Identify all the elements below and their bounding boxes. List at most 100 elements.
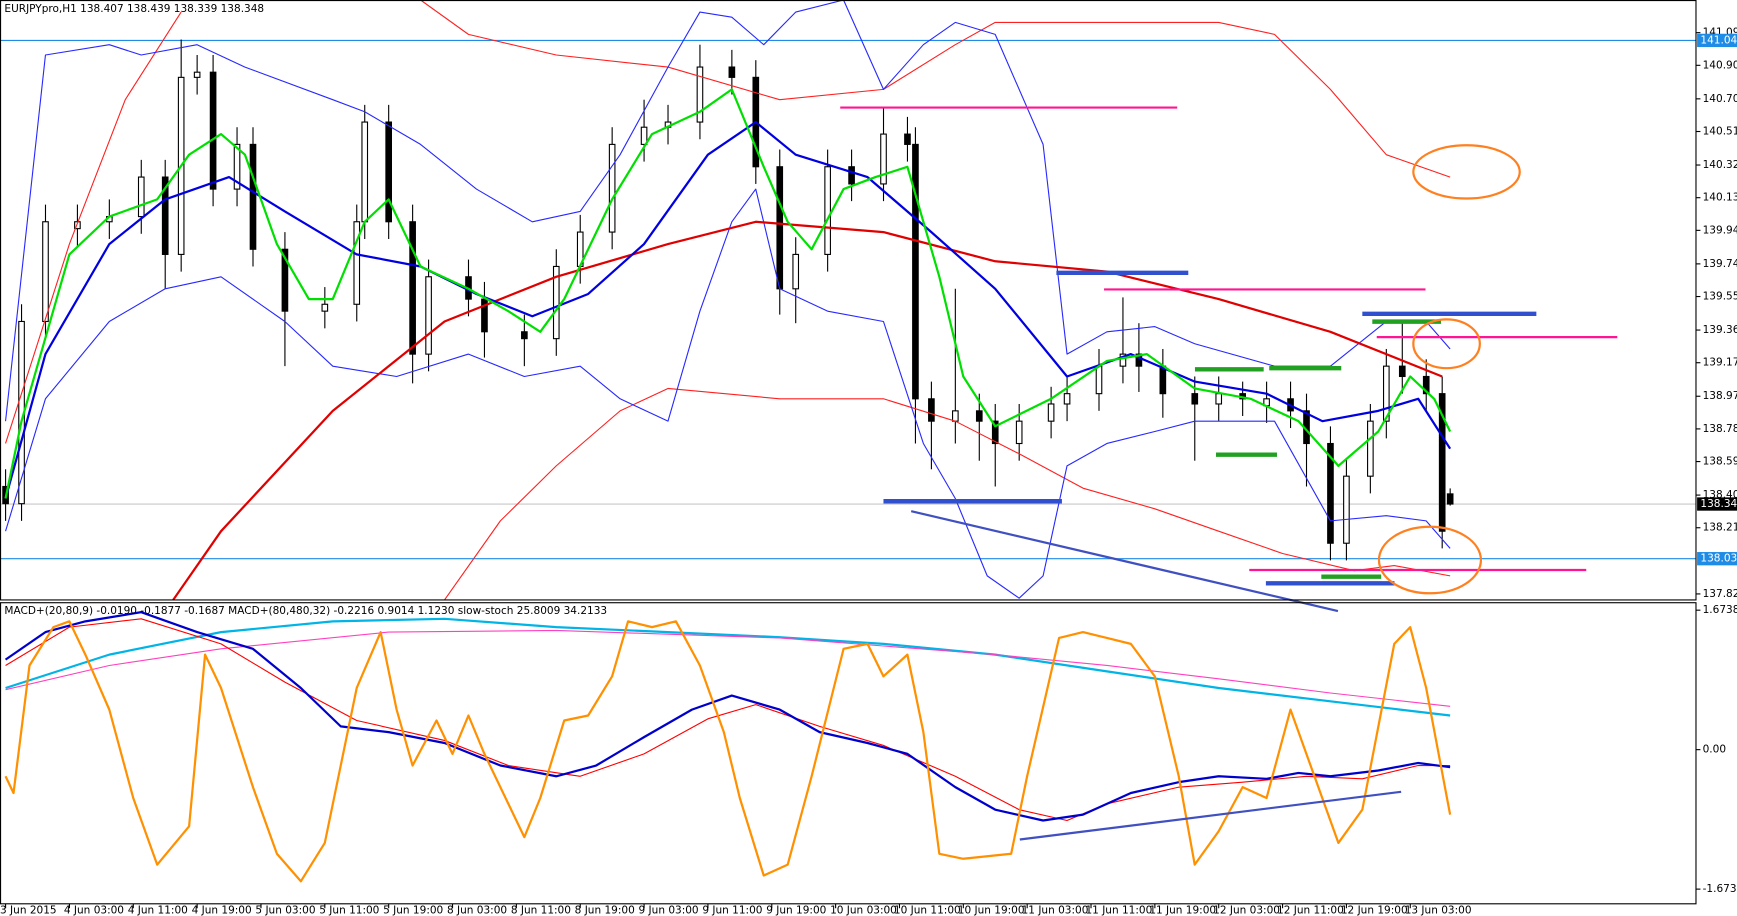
panel-title: MACD+(20,80,9) -0.0190 -0.1877 -0.1687 M… (4, 605, 607, 617)
x-tick-label: 4 Jun 19:00 (192, 904, 252, 916)
indicator-line (4, 611, 1451, 822)
price-label-box (1697, 552, 1737, 566)
candle-body (640, 126, 648, 145)
y-tick-label: 0.00 (1703, 744, 1726, 756)
indicator-line (4, 120, 1452, 499)
x-tick-label: 3 Jun 2015 (0, 904, 57, 916)
candle-body (249, 143, 257, 250)
indicator-line (4, 88, 1452, 499)
price-panel (0, 0, 1696, 600)
candle-body (361, 121, 369, 223)
candle-body (824, 166, 831, 255)
candle-body (209, 71, 217, 190)
drawings (840, 106, 1618, 841)
candle-body (1159, 365, 1167, 395)
candle-body (193, 71, 201, 78)
x-tick-label: 4 Jun 11:00 (128, 904, 188, 916)
highlight-ellipse (1412, 318, 1481, 370)
candle-body (385, 121, 393, 223)
y-tick-label: 139.940 (1703, 224, 1737, 236)
price-label: 138.030 (1700, 553, 1737, 565)
candle-body (991, 420, 999, 445)
candle-body (1382, 365, 1390, 422)
y-tick-label: 140.130 (1703, 192, 1737, 204)
indicator-line (172, 220, 1443, 600)
candle-body (880, 133, 887, 185)
x-tick-label: 11 Jun 11:00 (1085, 904, 1152, 916)
x-tick-label: 5 Jun 19:00 (383, 904, 443, 916)
x-tick-label: 5 Jun 11:00 (319, 904, 379, 916)
candle-body (1191, 393, 1199, 405)
x-tick-label: 10 Jun 11:00 (894, 904, 961, 916)
candle-body (952, 410, 959, 422)
candle-body (42, 221, 49, 323)
candle-body (481, 298, 488, 333)
y-tick-label: 140.320 (1703, 159, 1737, 171)
x-tick-label: 8 Jun 11:00 (511, 904, 571, 916)
x-tick-label: 4 Jun 03:00 (64, 904, 124, 916)
y-tick-label: 139.555 (1703, 291, 1737, 303)
candle-body (321, 303, 329, 312)
indicator-line (5, 617, 1451, 717)
y-tick-label: 138.210 (1703, 522, 1737, 534)
indicator-line (4, 620, 1452, 883)
x-tick-label: 9 Jun 19:00 (766, 904, 826, 916)
indicator-line (5, 629, 1451, 707)
indicator-line (5, 188, 1451, 599)
y-tick-label: 140.515 (1703, 126, 1737, 138)
x-tick-label: 9 Jun 03:00 (639, 904, 699, 916)
candle-body (1343, 475, 1350, 544)
y-tick-label: 140.705 (1703, 93, 1737, 105)
candle-body (608, 143, 616, 233)
candle-body (1446, 493, 1454, 505)
candle-body (353, 221, 361, 305)
highlight-ellipse (1412, 144, 1521, 200)
indicator-panel (4, 611, 1452, 883)
candle-body (1398, 365, 1406, 378)
candle-body (928, 398, 935, 422)
trend-line (910, 510, 1339, 613)
x-tick-label: 10 Jun 03:00 (830, 904, 897, 916)
x-tick-label: 5 Jun 03:00 (255, 904, 315, 916)
x-tick-label: 12 Jun 19:00 (1341, 904, 1408, 916)
candle-body (912, 143, 919, 400)
x-tick-label: 11 Jun 19:00 (1149, 904, 1216, 916)
panel-frame (0, 0, 1697, 601)
candle-body (1119, 353, 1127, 367)
y-tick-label: 139.360 (1703, 324, 1737, 336)
panel-frame (0, 602, 1697, 905)
x-tick-label: 13 Jun 03:00 (1405, 904, 1472, 916)
candle-body (161, 176, 169, 255)
x-tick-label: 8 Jun 03:00 (447, 904, 507, 916)
indicator-line (444, 387, 1451, 600)
indicator-line (5, 0, 1451, 444)
candle-body (409, 221, 416, 355)
y-tick-label: -1.6738 (1703, 883, 1737, 895)
x-tick-label: 10 Jun 19:00 (958, 904, 1025, 916)
candle-body (1135, 353, 1143, 367)
y-tick-label: 137.825 (1703, 588, 1737, 600)
y-tick-label: 140.900 (1703, 59, 1737, 71)
y-tick-label: 138.785 (1703, 423, 1737, 435)
candle-body (728, 66, 736, 78)
candle-body (521, 331, 528, 340)
y-tick-label: 139.745 (1703, 258, 1737, 270)
candle-body (1047, 403, 1055, 422)
candle-body (904, 133, 911, 145)
x-tick-label: 9 Jun 11:00 (702, 904, 762, 916)
highlight-ellipse (1377, 525, 1483, 595)
trend-line (1019, 790, 1402, 841)
candle-body (792, 253, 800, 290)
candle-body (776, 166, 784, 290)
indicator-line (5, 618, 1451, 822)
price-label: 141.045 (1700, 34, 1737, 46)
y-tick-label: 139.170 (1703, 357, 1737, 369)
y-tick-label: 138.975 (1703, 390, 1737, 402)
candle-body (1063, 393, 1071, 405)
y-tick-label: 138.595 (1703, 456, 1737, 468)
candle-body (1215, 393, 1223, 405)
indicator-line (4, 0, 1451, 422)
